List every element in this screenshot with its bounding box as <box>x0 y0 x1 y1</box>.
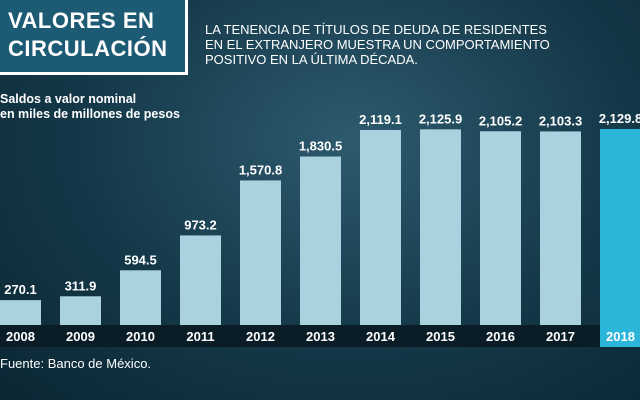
description-line-1: LA TENENCIA DE TÍTULOS DE DEUDA DE RESID… <box>205 22 547 37</box>
value-label-2009: 311.9 <box>65 278 97 293</box>
title-line-1: VALORES EN <box>8 8 155 33</box>
value-label-2008: 270.1 <box>4 282 37 297</box>
bar-2013 <box>300 156 341 325</box>
bar-2011 <box>180 235 221 325</box>
bar-2010 <box>120 270 161 325</box>
tick-label-2013: 2013 <box>306 329 335 344</box>
tick-label-2010: 2010 <box>126 329 155 344</box>
title-box: VALORES EN CIRCULACIÓN <box>0 0 188 75</box>
description: LA TENENCIA DE TÍTULOS DE DEUDA DE RESID… <box>205 22 625 67</box>
tick-labels-group: 2008 2009 2010 2011 2012 2013 2014 2015 2016 2017… <box>6 329 635 344</box>
bar-2012 <box>240 180 281 325</box>
bar-2014 <box>360 129 401 325</box>
y-axis-label-line-2: en miles de millones de pesos <box>0 107 180 121</box>
description-line-2: EN EL EXTRANJERO MUESTRA UN COMPORTAMIEN… <box>205 37 550 52</box>
value-label-2013: 1,830.5 <box>299 139 342 154</box>
tick-label-2008: 2008 <box>6 329 35 344</box>
value-label-2018: 2,129.8 <box>599 111 640 126</box>
bar-2008 <box>0 300 41 325</box>
value-label-2010: 594.5 <box>124 252 157 267</box>
tick-label-2014: 2014 <box>366 329 396 344</box>
bar-2018 <box>600 129 640 347</box>
value-label-2016: 2,105.2 <box>479 113 522 128</box>
value-label-2017: 2,103.3 <box>539 113 582 128</box>
tick-label-2011: 2011 <box>186 329 214 344</box>
bar-2015 <box>420 129 461 325</box>
value-label-2015: 2,125.9 <box>419 111 462 126</box>
tick-label-2009: 2009 <box>66 329 95 344</box>
source-note: Fuente: Banco de México. <box>0 356 152 371</box>
value-labels-group: 270.1 311.9 594.5 973.2 1,570.8 1,830.5 2,119.… <box>4 111 640 297</box>
y-axis-label-line-1: Saldos a valor nominal <box>0 92 137 106</box>
tick-label-2018: 2018 <box>606 329 635 344</box>
value-label-2011: 973.2 <box>184 217 217 232</box>
bar-2009 <box>60 296 101 325</box>
tick-label-2012: 2012 <box>246 329 275 344</box>
value-label-2014: 2,119.1 <box>359 112 402 127</box>
title-line-2: CIRCULACIÓN <box>8 36 168 61</box>
tick-label-2016: 2016 <box>486 329 515 344</box>
tick-label-2017: 2017 <box>546 329 575 344</box>
bar-2017 <box>540 131 581 325</box>
x-axis-band <box>0 325 640 347</box>
value-label-2012: 1,570.8 <box>239 162 282 177</box>
y-axis-label: Saldos a valor nominal en miles de millo… <box>0 92 180 122</box>
tick-label-2015: 2015 <box>426 329 455 344</box>
description-line-3: POSITIVO EN LA ÚLTIMA DÉCADA. <box>205 52 418 67</box>
bar-2016 <box>480 131 521 325</box>
bars-group <box>0 129 640 347</box>
